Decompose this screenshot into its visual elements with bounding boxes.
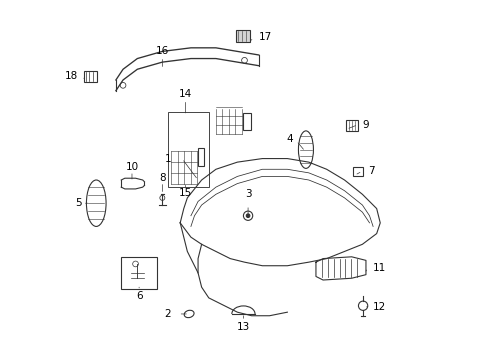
- Circle shape: [246, 214, 249, 217]
- Bar: [346, 120, 357, 131]
- Bar: [198, 148, 204, 166]
- Text: 16: 16: [155, 46, 169, 57]
- Bar: [121, 257, 157, 289]
- Text: 3: 3: [244, 189, 251, 199]
- Text: 4: 4: [285, 134, 292, 144]
- Bar: [167, 112, 208, 187]
- Text: 8: 8: [159, 173, 165, 183]
- Text: 12: 12: [372, 302, 385, 312]
- Bar: [353, 167, 363, 176]
- Text: 6: 6: [136, 291, 142, 301]
- Text: 1: 1: [164, 154, 171, 163]
- Bar: [83, 71, 97, 82]
- Text: 7: 7: [367, 166, 374, 176]
- Text: 18: 18: [65, 71, 78, 81]
- Text: 9: 9: [362, 120, 368, 130]
- Text: 14: 14: [179, 89, 192, 99]
- Text: 15: 15: [179, 188, 192, 198]
- Text: 17: 17: [258, 32, 271, 42]
- Text: 11: 11: [372, 262, 385, 273]
- Text: 10: 10: [125, 162, 138, 172]
- Bar: [235, 30, 249, 42]
- Text: 2: 2: [164, 309, 171, 319]
- Text: 5: 5: [75, 198, 82, 208]
- Text: 13: 13: [236, 322, 249, 332]
- Bar: [242, 113, 250, 130]
